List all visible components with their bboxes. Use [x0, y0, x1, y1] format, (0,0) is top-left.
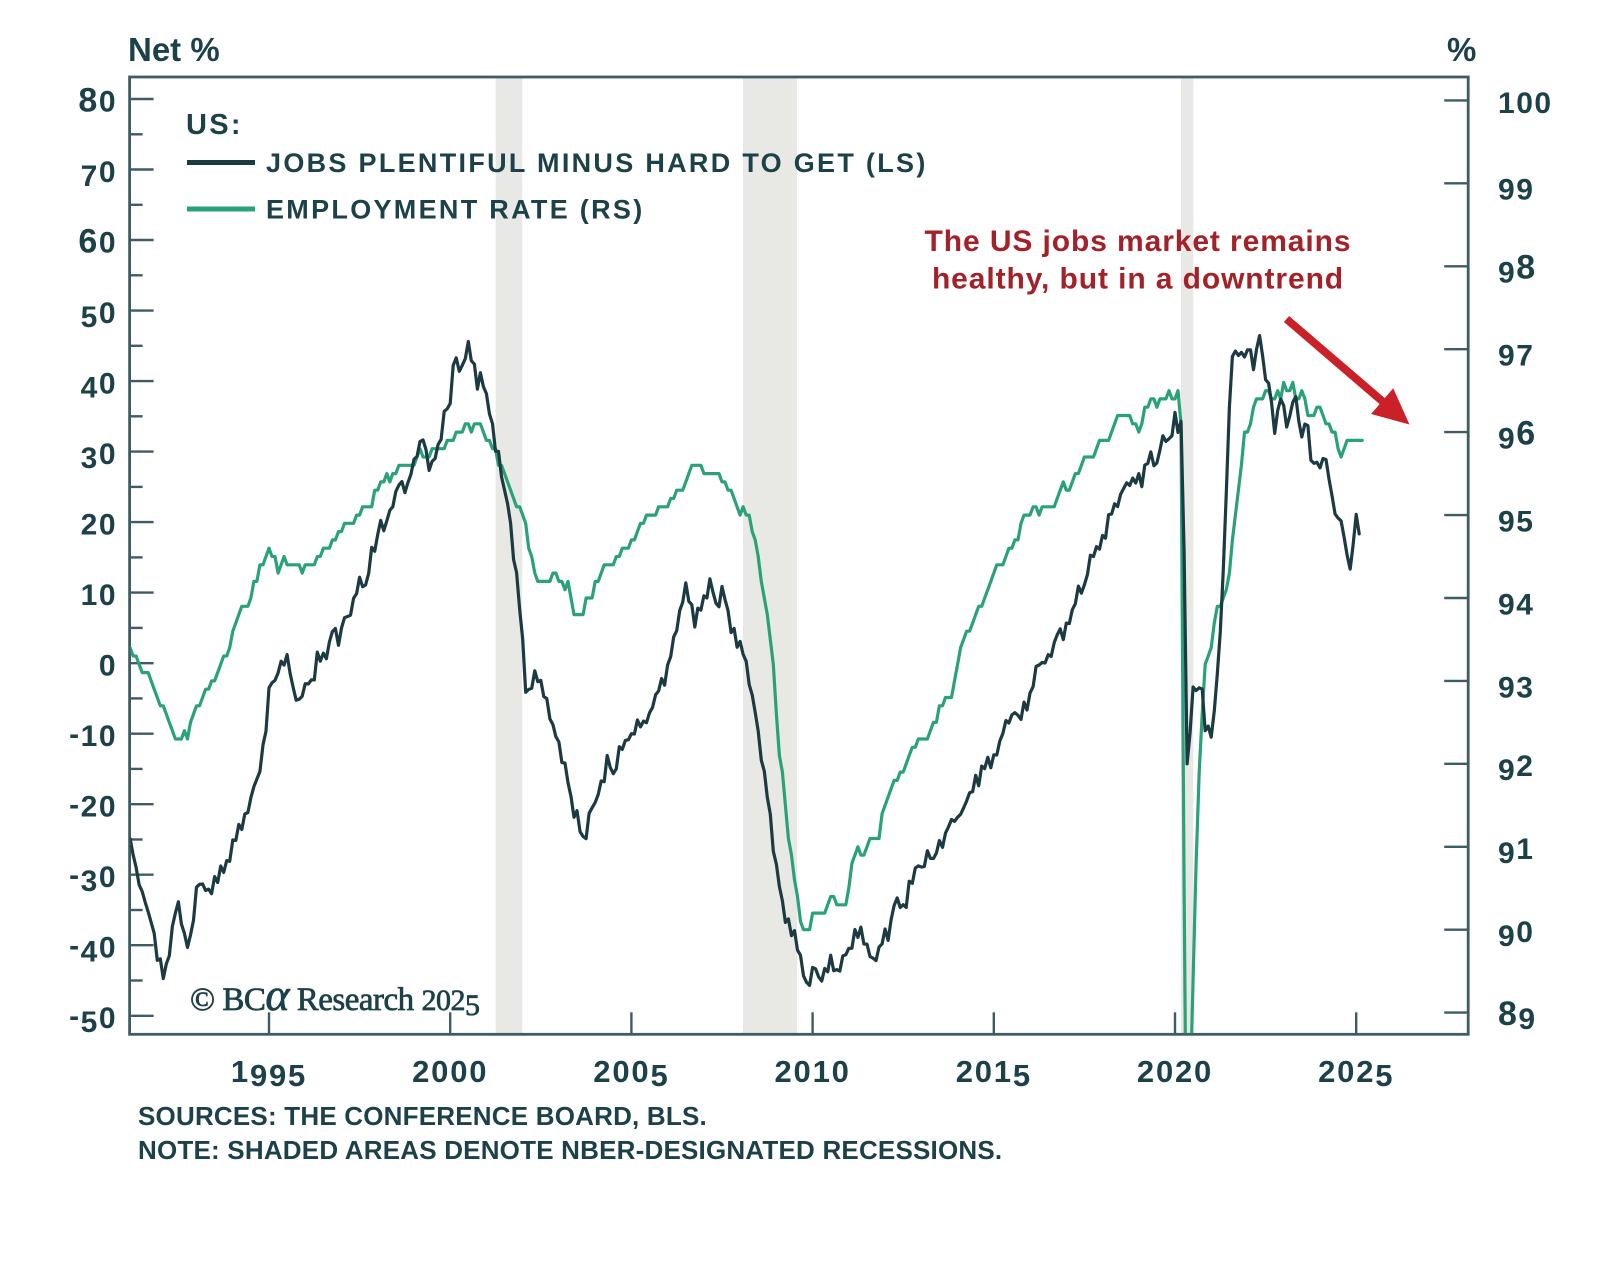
svg-text:US:: US:: [186, 109, 243, 141]
svg-text:92: 92: [1498, 750, 1534, 787]
svg-text:2020: 2020: [1137, 1054, 1213, 1089]
svg-text:SOURCES: THE CONFERENCE BOARD,: SOURCES: THE CONFERENCE BOARD, BLS.: [138, 1101, 707, 1131]
svg-text:98: 98: [1498, 249, 1537, 290]
svg-text:-30: -30: [69, 859, 117, 898]
svg-text:-10: -10: [69, 718, 117, 753]
svg-text:Net %: Net %: [128, 31, 220, 68]
svg-text:2015: 2015: [956, 1054, 1032, 1093]
svg-text:1995: 1995: [231, 1054, 307, 1093]
svg-text:2000: 2000: [412, 1054, 488, 1089]
svg-text:95: 95: [1498, 506, 1534, 539]
svg-text:91: 91: [1498, 833, 1534, 870]
svg-text:2005: 2005: [593, 1054, 669, 1093]
svg-text:90: 90: [1498, 916, 1534, 953]
svg-text:40: 40: [81, 368, 117, 405]
svg-text:20: 20: [81, 509, 117, 542]
svg-text:EMPLOYMENT RATE (RS): EMPLOYMENT RATE (RS): [266, 195, 645, 225]
svg-text:%: %: [1447, 31, 1476, 68]
svg-text:97: 97: [1498, 340, 1534, 373]
svg-text:-20: -20: [69, 789, 117, 824]
svg-text:100: 100: [1498, 87, 1553, 120]
svg-text:30: 30: [81, 438, 117, 475]
svg-text:0: 0: [99, 650, 117, 683]
svg-text:93: 93: [1498, 671, 1534, 704]
svg-text:-50: -50: [69, 1000, 117, 1039]
svg-text:70: 70: [81, 156, 117, 193]
svg-text:-40: -40: [69, 930, 117, 969]
svg-text:89: 89: [1498, 995, 1537, 1036]
svg-text:healthy, but in a downtrend: healthy, but in a downtrend: [932, 263, 1344, 296]
svg-text:80: 80: [78, 81, 117, 119]
svg-text:99: 99: [1498, 174, 1534, 207]
svg-text:2010: 2010: [775, 1054, 851, 1089]
svg-text:2025: 2025: [1318, 1054, 1394, 1093]
svg-text:94: 94: [1498, 588, 1534, 621]
svg-text:10: 10: [81, 579, 117, 612]
svg-text:50: 50: [81, 297, 117, 334]
svg-text:JOBS PLENTIFUL MINUS HARD TO G: JOBS PLENTIFUL MINUS HARD TO GET (LS): [266, 148, 928, 178]
svg-text:60: 60: [78, 222, 117, 260]
svg-text:96: 96: [1498, 415, 1537, 456]
svg-text:NOTE: SHADED AREAS DENOTE NBER: NOTE: SHADED AREAS DENOTE NBER-DESIGNATE…: [138, 1135, 1002, 1165]
svg-text:The US jobs market remains: The US jobs market remains: [925, 225, 1352, 258]
